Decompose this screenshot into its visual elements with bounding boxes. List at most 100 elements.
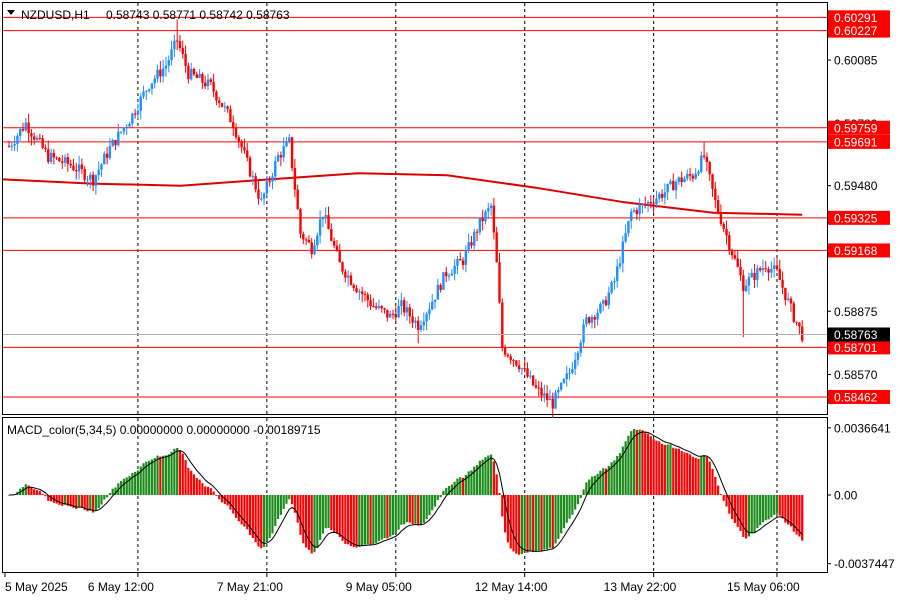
candle [492, 197, 496, 240]
candle [296, 184, 299, 210]
macd-bar [585, 482, 588, 495]
macd-bar [94, 495, 97, 511]
macd-bar [593, 475, 596, 495]
candle [178, 34, 182, 52]
macd-bar [240, 495, 243, 525]
candle [672, 173, 675, 191]
macd-bar [333, 495, 336, 533]
macd-bar [795, 495, 798, 535]
macd-bar [260, 495, 263, 549]
candle [456, 256, 459, 275]
candle [537, 380, 540, 397]
candle [318, 210, 322, 244]
macd-bar [288, 495, 291, 500]
candle [663, 183, 667, 205]
macd-bar [327, 495, 330, 528]
candle [248, 155, 252, 178]
macd-bar [276, 495, 280, 520]
candle [461, 257, 465, 270]
macd-bar [313, 495, 316, 553]
macd-bar [697, 458, 700, 495]
candle [100, 163, 103, 177]
macd-bar [733, 495, 737, 523]
macd-bar [487, 455, 490, 495]
candle [282, 137, 285, 162]
candle [268, 176, 271, 187]
macd-bar [498, 493, 501, 495]
macd-bar [324, 495, 327, 529]
level-tag [828, 340, 890, 355]
macd-bar [551, 495, 554, 549]
macd-title: MACD_color(5,34,5) 0.00000000 0.00000000… [7, 423, 321, 437]
candle [447, 273, 451, 281]
candle [644, 196, 647, 209]
macd-bar [139, 466, 142, 495]
candle [223, 102, 227, 112]
candle [635, 207, 639, 220]
candle [307, 235, 311, 244]
macd-bar [302, 495, 305, 544]
macd-bar [234, 495, 238, 518]
macd-bar [24, 484, 27, 495]
macd-signal-line [8, 431, 803, 552]
time-tick-label: 13 May 22:00 [604, 580, 677, 594]
macd-bar [717, 485, 720, 495]
candle [117, 123, 120, 147]
candle [13, 135, 16, 152]
candle [753, 264, 756, 289]
moving-average-line [2, 172, 803, 216]
candle [702, 142, 706, 160]
candle [587, 316, 591, 325]
candle [688, 167, 692, 181]
candle [21, 122, 25, 132]
macd-bar [719, 494, 723, 495]
candle [610, 280, 613, 295]
macd-bar [775, 495, 779, 514]
macd-bar [304, 495, 308, 548]
macd-bar [419, 495, 423, 525]
macd-bar [428, 495, 431, 516]
candle [660, 189, 664, 202]
level-tag-label: 0.59325 [834, 211, 878, 225]
candle [764, 261, 767, 273]
macd-bar [120, 480, 123, 495]
dropdown-triangle-icon[interactable] [7, 10, 15, 15]
candle [758, 266, 762, 273]
macd-bar [588, 479, 591, 495]
macd-bar [91, 495, 95, 513]
candle [786, 292, 790, 302]
macd-bar [773, 495, 776, 515]
macd-bar [355, 495, 358, 548]
candle [495, 226, 498, 263]
candle [697, 169, 700, 177]
candle [691, 173, 695, 183]
macd-bar [405, 495, 409, 523]
macd-bar [546, 495, 549, 550]
candle [388, 310, 392, 318]
candle [529, 370, 532, 379]
candle [226, 105, 229, 113]
macd-bar [433, 495, 437, 507]
candle [616, 258, 619, 288]
candle [321, 216, 325, 228]
macd-bar [411, 495, 414, 525]
candle [419, 320, 423, 333]
macd-bar [756, 495, 759, 529]
macd-bar [262, 495, 266, 547]
macd-bar [787, 495, 790, 525]
candle [142, 85, 145, 100]
candle [792, 301, 795, 324]
candle [316, 232, 319, 250]
candle [501, 298, 504, 352]
macd-bar [574, 495, 577, 510]
macd-bar [307, 495, 311, 550]
macd-bar [400, 495, 403, 525]
candle [63, 154, 67, 167]
candle [632, 207, 636, 214]
macd-bar [464, 474, 467, 495]
macd-bar [579, 495, 582, 499]
macd-bar [722, 495, 725, 501]
macd-bar [467, 471, 470, 495]
candle [730, 248, 734, 260]
